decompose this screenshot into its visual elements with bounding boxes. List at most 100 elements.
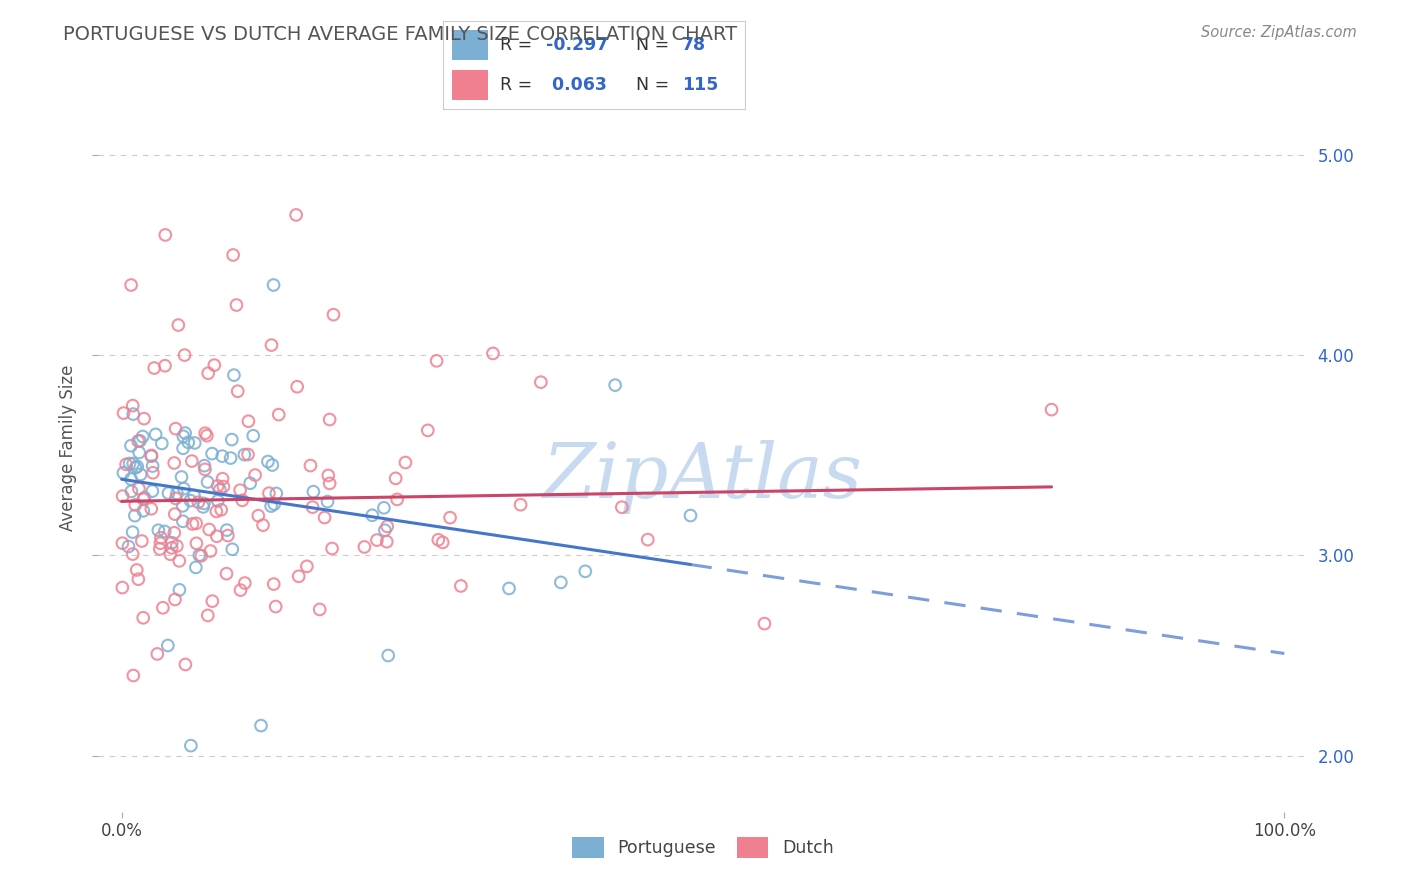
Point	[172, 499, 194, 513]
Point	[163, 456, 186, 470]
Point	[242, 429, 264, 443]
Point	[111, 489, 134, 503]
Point	[375, 519, 398, 533]
Point	[112, 406, 135, 420]
Bar	[451, 30, 488, 60]
Point	[257, 454, 280, 468]
Point	[394, 456, 416, 470]
Point	[172, 514, 194, 528]
Point	[121, 399, 143, 413]
Point	[167, 318, 190, 332]
Point	[149, 531, 172, 545]
Point	[129, 467, 152, 482]
Point	[260, 499, 283, 513]
Point	[166, 539, 188, 553]
Point	[127, 572, 149, 586]
Point	[115, 458, 138, 472]
Point	[222, 248, 245, 262]
Point	[205, 529, 228, 543]
Point	[159, 547, 181, 561]
Point	[257, 486, 280, 500]
Point	[637, 533, 659, 547]
Point	[377, 648, 399, 663]
Y-axis label: Average Family Size: Average Family Size	[59, 365, 77, 532]
Point	[266, 486, 288, 500]
Point	[172, 442, 194, 456]
Point	[127, 459, 149, 474]
Point	[287, 569, 309, 583]
Point	[247, 508, 270, 523]
Point	[121, 525, 143, 540]
Point	[530, 375, 553, 389]
Point	[229, 583, 252, 598]
Point	[679, 508, 702, 523]
Point	[226, 384, 249, 399]
Point	[124, 498, 146, 512]
Text: 115: 115	[682, 76, 718, 95]
Point	[120, 472, 142, 486]
Point	[153, 524, 176, 539]
Point	[180, 739, 202, 753]
Point	[170, 470, 193, 484]
Point	[295, 559, 318, 574]
Point	[260, 338, 283, 352]
Point	[252, 518, 274, 533]
Point	[120, 278, 142, 293]
Point	[117, 540, 139, 554]
Point	[322, 308, 344, 322]
Point	[605, 378, 627, 392]
Point	[150, 436, 173, 450]
Point	[308, 602, 330, 616]
Point	[193, 496, 215, 510]
Point	[207, 493, 229, 508]
Point	[141, 449, 163, 463]
Point	[299, 458, 322, 473]
Point	[124, 460, 146, 475]
Point	[183, 488, 205, 502]
Point	[318, 476, 340, 491]
Point	[263, 497, 285, 511]
Point	[179, 493, 201, 508]
Point	[222, 368, 245, 383]
Point	[302, 484, 325, 499]
Text: N =: N =	[637, 76, 675, 95]
Point	[314, 510, 336, 524]
Point	[201, 447, 224, 461]
Point	[194, 426, 217, 441]
Point	[202, 358, 225, 372]
Point	[180, 454, 202, 468]
Point	[127, 434, 149, 449]
Point	[385, 492, 408, 507]
Point	[267, 408, 290, 422]
Point	[149, 541, 172, 556]
Point	[121, 547, 143, 561]
Point	[212, 479, 235, 493]
Point	[1040, 402, 1063, 417]
Point	[181, 516, 204, 531]
Point	[169, 582, 191, 597]
Point	[353, 540, 375, 554]
Point	[316, 468, 339, 483]
Text: N =: N =	[637, 36, 675, 54]
Point	[188, 548, 211, 562]
Point	[211, 449, 233, 463]
Point	[263, 577, 285, 591]
Point	[122, 407, 145, 421]
Point	[263, 278, 285, 293]
Text: R =: R =	[501, 76, 538, 95]
Point	[285, 208, 308, 222]
Point	[120, 484, 142, 499]
Point	[361, 508, 384, 523]
Point	[211, 472, 233, 486]
Point	[236, 447, 259, 461]
Point	[166, 486, 188, 500]
Point	[233, 448, 256, 462]
Point	[177, 435, 200, 450]
Point	[498, 582, 520, 596]
Point	[321, 541, 343, 556]
Point	[221, 433, 243, 447]
Point	[285, 380, 308, 394]
Point	[111, 581, 134, 595]
Point	[221, 542, 243, 557]
Point	[432, 535, 454, 549]
